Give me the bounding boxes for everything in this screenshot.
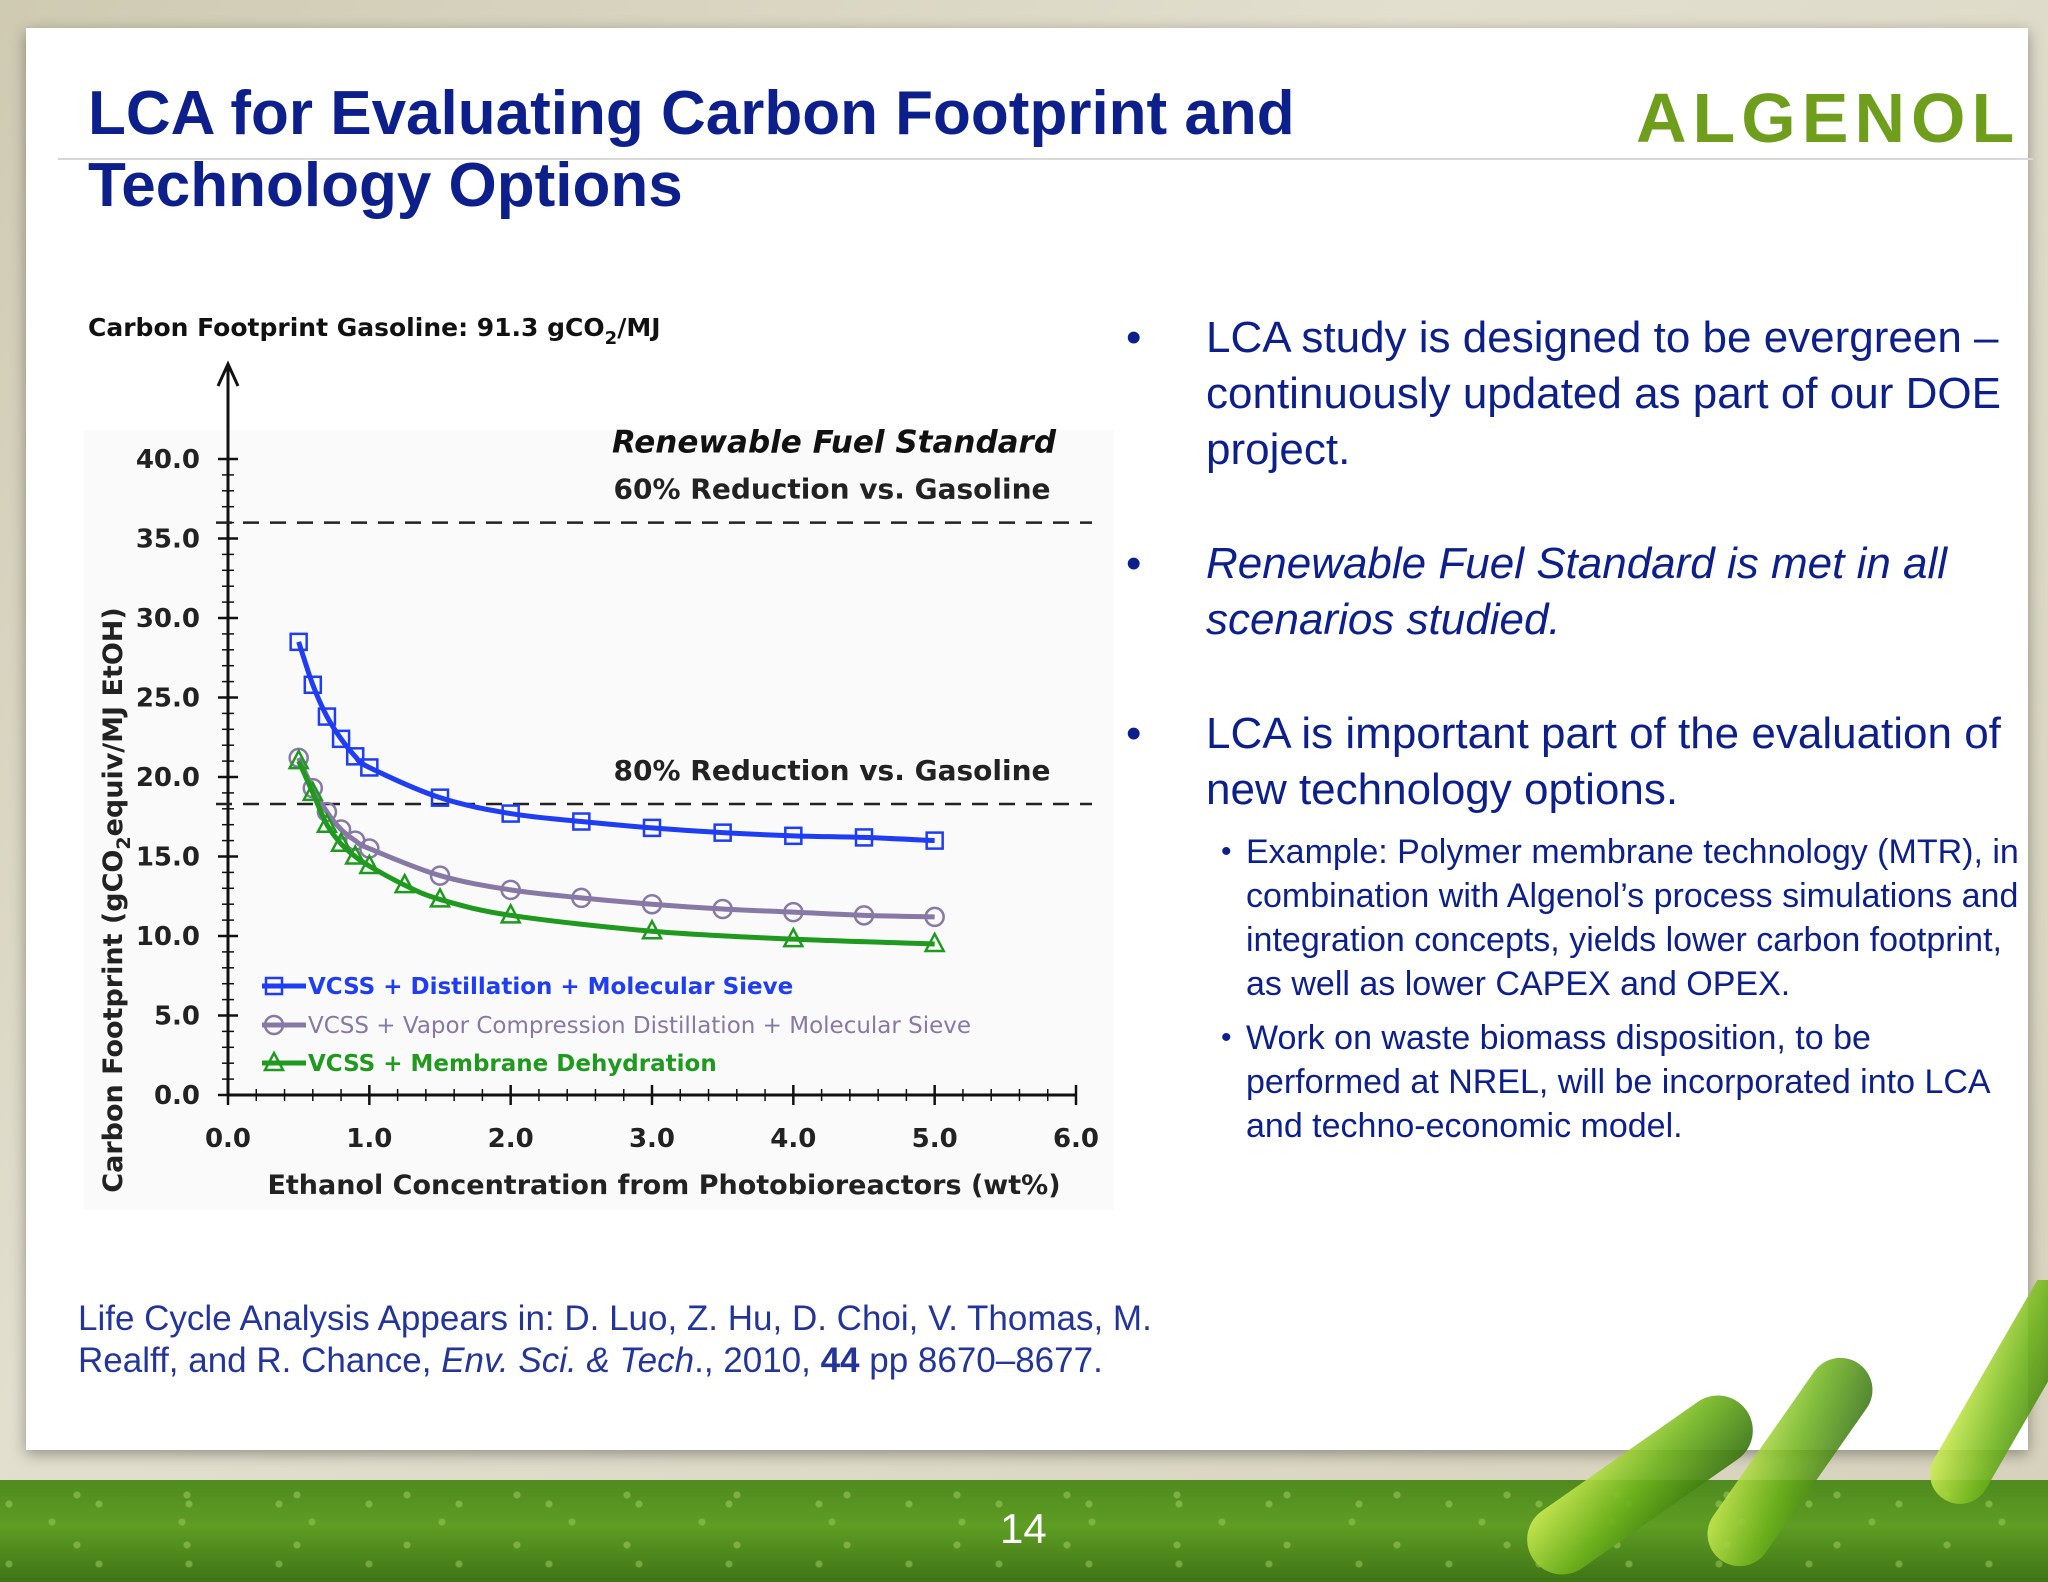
series-1 <box>289 632 944 850</box>
data-point <box>924 906 945 928</box>
data-point <box>315 812 339 833</box>
bullet-item-2: • Renewable Fuel Standard is met in all s… <box>1126 539 1948 644</box>
reference-line-label: 60% Reduction vs. Gasoline <box>614 473 1051 506</box>
bullet-item-1: • LCA study is designed to be evergreen –… <box>1126 313 2001 474</box>
y-tick-label: 15.0 <box>136 843 200 873</box>
y-tick-label: 5.0 <box>154 1002 200 1032</box>
journal-name: Env. Sci. & Tech <box>441 1341 695 1380</box>
x-tick-label: 1.0 <box>346 1124 392 1154</box>
data-point <box>783 901 804 923</box>
data-point <box>854 828 874 847</box>
page-number: 14 <box>1000 1505 1047 1552</box>
slide-title: LCA for Evaluating Carbon Footprint and … <box>88 78 1388 222</box>
data-point <box>642 818 662 838</box>
data-point <box>713 823 732 842</box>
legend-label: VCSS + Membrane Dehydration <box>308 1051 717 1077</box>
data-point <box>301 780 324 802</box>
legend-label: VCSS + Vapor Compression Distillation + … <box>308 1013 971 1039</box>
citation: Life Cycle Analysis Appears in: D. Luo, … <box>78 1299 1152 1380</box>
bullet-item-3: • LCA is important part of the evaluation… <box>1126 709 2001 814</box>
data-point <box>572 812 591 831</box>
y-tick-label: 40.0 <box>136 445 200 475</box>
data-point <box>782 926 805 948</box>
series-line <box>296 756 935 920</box>
data-point <box>331 729 351 749</box>
y-tick-label: 25.0 <box>136 684 200 714</box>
data-point <box>500 879 521 901</box>
legend-label: VCSS + Distillation + Molecular Sieve <box>308 974 793 1000</box>
series-line <box>296 760 935 947</box>
company-logo: ALGENOL <box>1636 79 2021 157</box>
data-point <box>499 902 522 924</box>
data-point <box>287 748 310 770</box>
bullet-list: • LCA study is designed to be evergreen –… <box>1126 310 2026 1158</box>
data-point <box>640 918 664 940</box>
series-line <box>296 641 935 844</box>
data-point <box>925 831 944 850</box>
y-tick-label: 35.0 <box>136 525 200 555</box>
data-point <box>345 747 365 766</box>
data-point <box>358 853 381 875</box>
y-tick-label: 30.0 <box>136 604 200 634</box>
data-point <box>329 831 353 853</box>
data-point <box>784 826 803 846</box>
x-tick-label: 2.0 <box>488 1124 534 1154</box>
plot-background <box>84 430 1114 1210</box>
journal-volume: 44 <box>820 1341 860 1380</box>
y-tick-label: 0.0 <box>154 1081 200 1111</box>
x-tick-label: 5.0 <box>912 1124 958 1154</box>
data-point <box>923 931 946 953</box>
x-tick-label: 0.0 <box>205 1124 251 1154</box>
carbon-footprint-chart: Carbon Footprint Gasoline: 91.3 gCO2/MJ … <box>84 313 1114 1210</box>
data-point <box>501 804 520 823</box>
data-point <box>429 865 451 886</box>
data-point <box>430 788 450 807</box>
data-point <box>289 632 308 652</box>
chart-header: Carbon Footprint Gasoline: 91.3 gCO2/MJ <box>88 313 661 349</box>
reference-line-label: 80% Reduction vs. Gasoline <box>614 754 1051 787</box>
data-point <box>853 905 875 926</box>
data-point <box>393 872 416 894</box>
data-point <box>428 886 452 908</box>
data-point <box>344 843 367 865</box>
data-point <box>712 898 733 920</box>
x-tick-label: 3.0 <box>629 1124 675 1154</box>
legend-marker <box>264 976 284 996</box>
series-3 <box>287 748 946 953</box>
title-line-2: Technology Options <box>88 151 683 220</box>
title-line-1: LCA for Evaluating Carbon Footprint and <box>88 79 1295 148</box>
y-axis-label: Carbon Footprint (gCO2equiv/MJ EtOH) <box>98 607 135 1192</box>
y-axis-arrow-icon <box>216 360 240 387</box>
y-tick-label: 10.0 <box>136 922 200 952</box>
data-point <box>360 758 379 777</box>
sub-bullet-1: • Example: Polymer membrane technology (M… <box>1221 833 2019 1003</box>
title-divider <box>58 158 2033 160</box>
y-tick-label: 20.0 <box>136 763 200 793</box>
legend-marker <box>263 1014 285 1036</box>
data-point <box>303 675 323 695</box>
reference-line-title: Renewable Fuel Standard <box>612 425 1057 461</box>
data-point <box>317 707 337 726</box>
x-axis-label: Ethanol Concentration from Photobioreact… <box>267 1170 1060 1201</box>
x-tick-label: 4.0 <box>770 1124 816 1154</box>
x-tick-label: 6.0 <box>1053 1124 1099 1154</box>
data-point <box>641 893 663 915</box>
legend-marker <box>262 1050 286 1072</box>
data-point <box>571 887 592 909</box>
sub-bullet-2: • Work on waste biomass disposition, to b… <box>1221 1019 1989 1145</box>
footer-band <box>0 1480 2048 1582</box>
algae-decoration-icon <box>1527 1280 2048 1575</box>
